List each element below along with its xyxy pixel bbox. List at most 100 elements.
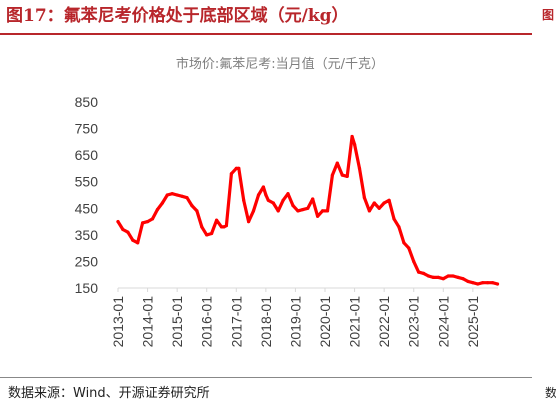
data-point [234,166,238,170]
x-tick-label: 2020-01 [317,296,333,348]
data-point [412,259,416,263]
data-point [222,225,226,229]
chart: 市场价:氟苯尼考:当月值（元/千克） 150 250 350 450 550 650 750… [75,56,500,347]
data-point [466,279,470,283]
x-tick-label: 2014-01 [140,296,156,348]
data-point [121,227,125,232]
title-divider [0,33,532,35]
data-point [372,201,376,205]
y-tick-label: 250 [75,253,99,269]
x-tick-label: 2018-01 [258,296,274,348]
y-tick-label: 850 [75,94,99,110]
data-point [155,208,159,212]
data-point [316,214,320,218]
data-point [165,193,169,197]
data-point [141,221,145,225]
data-point [219,225,224,229]
data-point [471,281,475,285]
data-point [131,238,135,242]
data-point [160,201,164,205]
data-point [116,220,120,224]
series-line [116,134,500,286]
data-point [175,193,179,197]
data-point [296,209,300,213]
data-point [301,208,305,212]
data-point [446,274,450,278]
data-point [180,194,184,198]
data-point [224,224,228,228]
x-tick-label: 2016-01 [199,296,215,348]
data-point [210,231,214,236]
data-point [382,201,386,205]
data-point [271,201,275,205]
data-point [242,198,246,202]
data-point [330,173,334,177]
data-point [402,241,406,245]
adjacent-figure-edge: 图 [542,8,555,22]
data-point [436,275,440,279]
data-point [481,281,485,285]
data-point [397,225,401,229]
data-point [286,192,290,196]
source-divider [0,377,532,378]
data-point [320,209,325,213]
y-tick-label: 550 [75,174,99,190]
data-point [200,225,204,229]
y-tick-label: 750 [75,121,99,137]
data-point [215,218,219,222]
x-axis: 2013-01 2014-01 2015-01 2016-01 2017-01 2018-… [110,288,481,347]
data-point [170,192,174,196]
x-tick-label: 2023-01 [406,296,422,348]
data-point [146,220,150,224]
data-point [126,230,130,234]
data-point [350,134,354,139]
data-point [281,198,285,202]
y-tick-label: 150 [75,280,99,296]
data-point [185,196,189,200]
data-point [229,172,233,176]
y-tick-label: 350 [75,227,99,243]
data-point [150,217,155,221]
data-point [291,204,295,208]
data-point [495,282,500,286]
data-point [476,282,480,286]
data-point [353,142,357,147]
data-point [340,173,344,177]
data-point [362,196,366,200]
data-point [392,217,396,221]
data-point [261,185,265,189]
adjacent-text-edge: 数 [545,386,556,400]
data-point [451,274,455,278]
data-point [426,274,431,278]
data-point [335,161,339,165]
data-point [311,197,315,201]
data-point [461,277,465,281]
data-point [247,220,251,224]
x-tick-label: 2017-01 [228,296,244,348]
chart-title: 市场价:氟苯尼考:当月值（元/千克） [176,56,384,72]
data-point [345,174,349,178]
x-tick-label: 2021-01 [347,296,363,348]
x-tick-label: 2015-01 [169,296,185,348]
data-point [256,193,261,197]
data-point [251,209,256,213]
data-point [357,166,362,170]
data-point [276,209,280,213]
series-layer [116,134,500,286]
data-point [237,166,241,170]
data-point [387,198,391,202]
data-point [422,271,426,275]
data-point [190,204,194,208]
data-point [266,198,270,202]
data-point [205,233,209,237]
data-point [431,275,435,279]
x-tick-label: 2024-01 [435,296,451,348]
data-point [136,241,140,245]
data-point [377,206,381,210]
figure-title: 图17：氟苯尼考价格处于底部区域（元/kg） [6,6,349,26]
x-tick-label: 2013-01 [110,296,126,348]
data-point [325,209,330,213]
y-axis: 150 250 350 450 550 650 750 850 [75,94,99,296]
data-point [491,281,495,285]
data-point [486,281,490,285]
